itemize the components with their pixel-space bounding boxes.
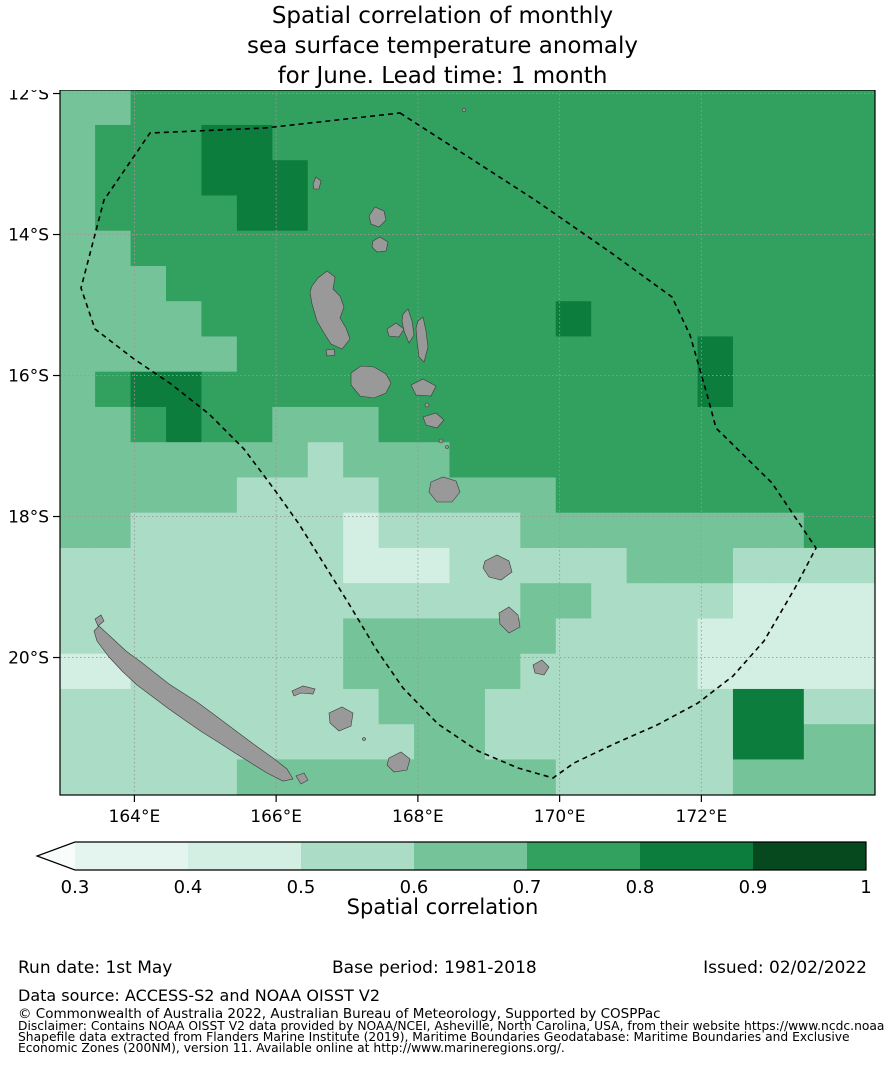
shapefile-credit-line2: Economic Zones (200NM), version 11. Avai… bbox=[18, 1041, 565, 1055]
island-belep bbox=[94, 614, 105, 627]
shapefile-credit-line1: Shapefile data extracted from Flanders M… bbox=[18, 1030, 850, 1044]
gridlines bbox=[60, 90, 875, 795]
copyright: © Commonwealth of Australia 2022, Austra… bbox=[18, 1006, 661, 1022]
run-date: Run date: 1st May bbox=[18, 958, 173, 978]
island-tanna bbox=[498, 606, 521, 634]
island-efate bbox=[428, 476, 461, 503]
island-espiritu-santo bbox=[309, 270, 351, 350]
island-pentecost bbox=[415, 316, 429, 363]
chart-title-line2: sea surface temperature anomaly bbox=[247, 33, 638, 59]
chart-title: Spatial correlation of monthly sea surfa… bbox=[0, 1, 885, 91]
svg-text:0.4: 0.4 bbox=[174, 877, 203, 898]
island-aneityum bbox=[532, 659, 550, 676]
data-source: Data source: ACCESS-S2 and NOAA OISST V2 bbox=[18, 986, 381, 1005]
svg-text:1: 1 bbox=[860, 877, 871, 898]
correlation-map: 164°E 166°E 168°E 170°E 172°E 12°S 14°S 16°S 18°… bbox=[8, 90, 876, 827]
island-new-caledonia bbox=[93, 625, 294, 782]
disclaimer: Disclaimer: Contains NOAA OISST V2 data … bbox=[18, 1019, 885, 1033]
issued-date: Issued: 02/02/2022 bbox=[703, 958, 867, 978]
island-mare bbox=[386, 751, 411, 773]
island-gaua bbox=[371, 236, 389, 253]
island-torres bbox=[312, 176, 322, 190]
island-ambae bbox=[386, 322, 405, 338]
axis-ticks-labels: 164°E 166°E 168°E 170°E 172°E 12°S 14°S 16°S 18°… bbox=[8, 90, 876, 827]
base-period: Base period: 1981-2018 bbox=[332, 958, 537, 978]
island-erromango bbox=[482, 554, 513, 581]
colorbar-outline bbox=[35, 841, 867, 871]
chart-title-line1: Spatial correlation of monthly bbox=[271, 3, 614, 29]
svg-text:20°S: 20°S bbox=[8, 649, 49, 669]
island-malo bbox=[325, 348, 336, 357]
chart-title-line3: for June. Lead time: 1 month bbox=[277, 63, 608, 89]
island-tongoa bbox=[438, 438, 444, 444]
svg-text:0.8: 0.8 bbox=[626, 877, 655, 898]
island-ouvea bbox=[291, 685, 316, 697]
island-maewo bbox=[401, 308, 415, 344]
island-dot bbox=[461, 107, 467, 113]
svg-text:168°E: 168°E bbox=[392, 807, 444, 827]
svg-text:0.7: 0.7 bbox=[513, 877, 542, 898]
island-emae bbox=[445, 445, 449, 449]
svg-text:164°E: 164°E bbox=[109, 807, 161, 827]
correlation-grid bbox=[59, 90, 876, 796]
island-malakula bbox=[350, 365, 392, 399]
svg-text:0.9: 0.9 bbox=[739, 877, 768, 898]
colorbar-label: Spatial correlation bbox=[346, 895, 539, 919]
svg-text:14°S: 14°S bbox=[8, 226, 49, 246]
svg-text:0.3: 0.3 bbox=[61, 877, 90, 898]
colorbar-segments bbox=[37, 842, 867, 870]
svg-text:18°S: 18°S bbox=[8, 508, 49, 528]
svg-text:12°S: 12°S bbox=[8, 90, 49, 105]
island-ambrym bbox=[410, 378, 437, 397]
colorbar-tick-labels: 0.3 0.4 0.5 0.6 0.7 0.8 0.9 1 bbox=[61, 877, 872, 898]
island-tiga bbox=[362, 737, 366, 741]
island-vanua-lava bbox=[368, 206, 387, 228]
svg-text:172°E: 172°E bbox=[676, 807, 728, 827]
island-lifou bbox=[328, 706, 354, 732]
svg-text:0.5: 0.5 bbox=[287, 877, 316, 898]
islands bbox=[93, 107, 550, 785]
eez-boundary bbox=[80, 112, 817, 779]
island-epi bbox=[422, 412, 445, 429]
svg-text:0.6: 0.6 bbox=[400, 877, 429, 898]
island-lopevi bbox=[424, 402, 430, 408]
colorbar: 0.3 0.4 0.5 0.6 0.7 0.8 0.9 1 bbox=[35, 841, 872, 898]
svg-text:166°E: 166°E bbox=[250, 807, 302, 827]
svg-text:170°E: 170°E bbox=[534, 807, 586, 827]
svg-text:16°S: 16°S bbox=[8, 367, 49, 387]
island-isle-of-pines bbox=[295, 772, 309, 785]
